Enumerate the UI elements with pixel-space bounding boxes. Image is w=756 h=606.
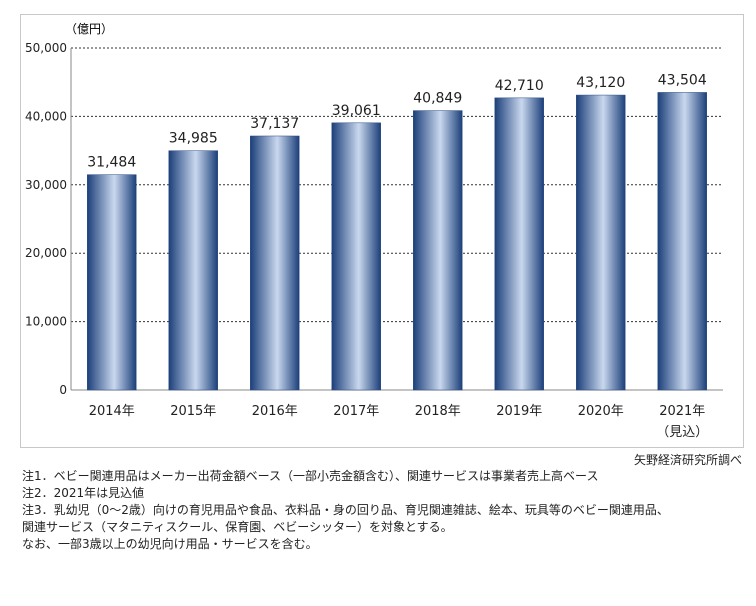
data-label: 40,849: [413, 91, 462, 107]
data-label: 43,120: [576, 75, 625, 91]
x-tick-label: 2019年: [496, 404, 542, 419]
y-tick-label: 10,000: [25, 315, 67, 329]
notes: 注1．ベビー関連用品はメーカー出荷金額ベース（一部小売金額含む）、関連サービスは…: [22, 468, 669, 553]
x-tick-label: 2020年: [578, 404, 624, 419]
source-credit: 矢野経済研究所調べ: [633, 453, 742, 467]
y-axis-unit: （億円）: [65, 22, 113, 36]
data-label: 31,484: [87, 155, 136, 171]
data-label: 37,137: [250, 116, 299, 132]
x-tick-label: 2015年: [170, 404, 216, 419]
x-tick-label: 2017年: [333, 404, 379, 419]
y-tick-label: 0: [59, 383, 67, 397]
bar: [576, 94, 626, 391]
x-tick-label: 2021年: [659, 404, 705, 419]
bar: [657, 92, 707, 391]
note-remark: なお、一部3歳以上の幼児向け用品・サービスを含む。: [22, 537, 318, 551]
data-label: 43,504: [658, 72, 707, 88]
bar: [168, 150, 218, 391]
chart-frame: （億円） 0 10,000 20,000 30,000 40,000 50,000 31,4…: [20, 14, 744, 448]
y-tick-label: 30,000: [25, 178, 67, 192]
bar: [413, 110, 463, 391]
data-label: 39,061: [332, 103, 381, 119]
y-tick-label: 50,000: [25, 41, 67, 55]
y-tick-label: 20,000: [25, 246, 67, 260]
note-2: 注2．2021年は見込値: [22, 486, 145, 500]
bar: [250, 135, 300, 391]
data-label: 34,985: [169, 131, 218, 147]
data-label: 42,710: [495, 78, 544, 94]
y-tick-label: 40,000: [25, 109, 67, 123]
note-1: 注1．ベビー関連用品はメーカー出荷金額ベース（一部小売金額含む）、関連サービスは…: [22, 469, 599, 483]
note-3-continued: 関連サービス（マタニティスクール、保育園、ベビーシッター）を対象とする。: [22, 520, 453, 534]
x-tick-label: 2014年: [89, 404, 135, 419]
x-tick-label: 2018年: [415, 404, 461, 419]
bar-chart: （億円） 0 10,000 20,000 30,000 40,000 50,000 31,4…: [25, 22, 723, 440]
note-3: 注3．乳幼児（0～2歳）向けの育児用品や食品、衣料品・身の回り品、育児関連雑誌、…: [22, 503, 669, 517]
bar: [331, 122, 381, 391]
x-tick-label: 2016年: [252, 404, 298, 419]
bar: [87, 174, 137, 391]
bar: [494, 97, 544, 391]
x-tick-sublabel: （見込）: [656, 425, 708, 440]
